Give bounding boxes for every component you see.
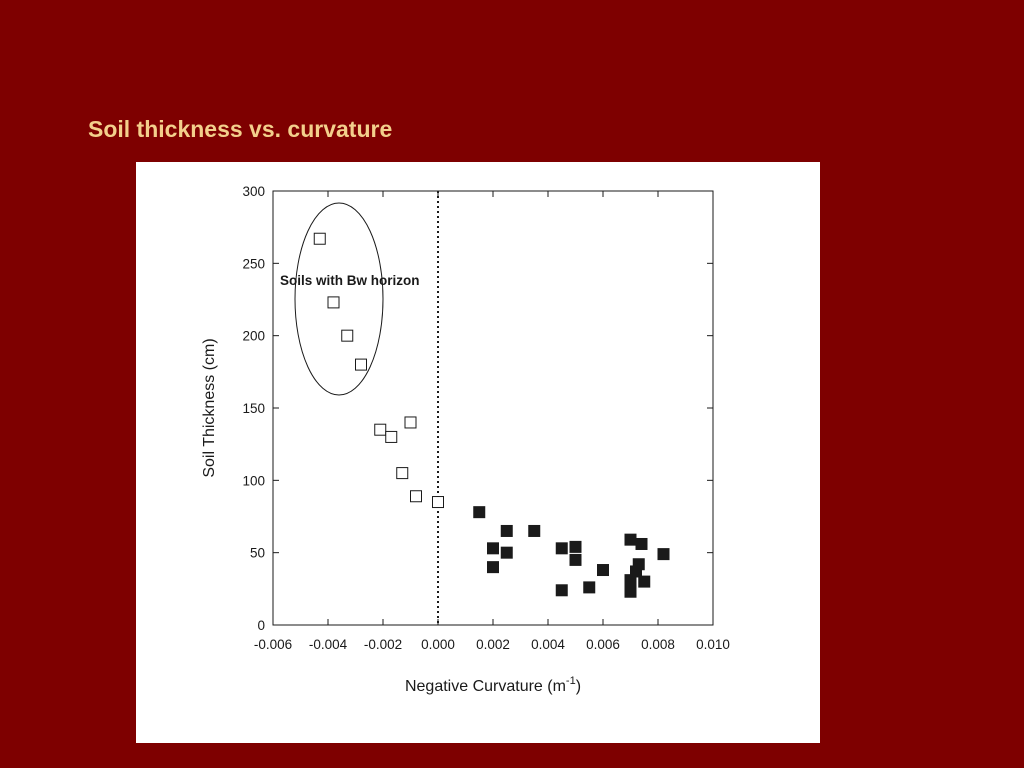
filled-square-point — [632, 558, 645, 571]
filled-square-point — [500, 524, 513, 537]
bw-horizon-ellipse — [294, 202, 384, 396]
bw-horizon-annotation: Soils with Bw horizon — [280, 273, 420, 288]
x-tick-label: 0.010 — [696, 637, 730, 652]
filled-square-point — [583, 581, 596, 594]
data-points — [313, 232, 670, 598]
x-axis-label: Negative Curvature (m-1) — [405, 675, 581, 695]
open-square-point — [341, 329, 354, 342]
x-axis-label-close: ) — [576, 678, 581, 695]
x-tick-label: 0.002 — [476, 637, 510, 652]
filled-square-point — [555, 542, 568, 555]
y-tick-label: 200 — [242, 329, 265, 344]
plot-frame — [272, 190, 714, 626]
slide-title: Soil thickness vs. curvature — [88, 116, 393, 142]
open-square-point — [404, 416, 417, 429]
filled-square-point — [657, 548, 670, 561]
y-tick-label: 100 — [242, 473, 265, 488]
filled-square-point — [487, 561, 499, 574]
open-square-point — [385, 430, 398, 443]
x-tick-label: -0.002 — [364, 637, 402, 652]
open-square-point — [396, 467, 409, 480]
chart-figure: -0.006 -0.004 -0.002 0.000 0.002 0.004 0.006 0.… — [136, 162, 820, 743]
x-tick-label: 0.006 — [586, 637, 620, 652]
open-square-point — [432, 496, 444, 509]
x-axis-label-text: Negative Curvature (m — [405, 678, 566, 695]
x-tick-label: 0.008 — [641, 637, 675, 652]
x-axis-label-superscript: -1 — [566, 675, 576, 687]
open-square-point — [355, 358, 367, 371]
axis-ticks — [272, 190, 714, 626]
x-tick-label: 0.004 — [531, 637, 565, 652]
y-tick-label: 50 — [250, 546, 265, 561]
filled-square-point — [635, 537, 648, 550]
open-square-point — [410, 490, 422, 503]
y-tick-label: 150 — [242, 401, 265, 416]
x-tick-label: -0.004 — [309, 637, 348, 652]
y-tick-label: 300 — [242, 184, 265, 199]
filled-square-point — [473, 506, 486, 519]
y-axis-label: Soil Thickness (cm) — [201, 338, 218, 477]
filled-square-point — [624, 533, 637, 546]
scatter-chart: -0.006 -0.004 -0.002 0.000 0.002 0.004 0.006 0.… — [201, 184, 730, 695]
open-square-point — [327, 296, 340, 309]
filled-square-point — [528, 524, 541, 537]
open-square-point — [374, 423, 387, 436]
filled-square-point — [597, 564, 609, 577]
filled-square-point — [555, 584, 568, 597]
filled-square-point — [569, 540, 582, 553]
open-square-point — [313, 232, 326, 245]
filled-square-point — [500, 546, 513, 559]
filled-square-point — [638, 575, 651, 588]
y-tick-label: 0 — [257, 618, 265, 633]
filled-square-point — [487, 542, 499, 555]
filled-square-point — [569, 553, 582, 566]
x-tick-label: 0.000 — [421, 637, 455, 652]
filled-square-point — [624, 585, 637, 598]
y-tick-label: 250 — [242, 256, 265, 271]
x-tick-label: -0.006 — [254, 637, 292, 652]
tick-labels: -0.006 -0.004 -0.002 0.000 0.002 0.004 0.006 0.… — [242, 184, 729, 652]
